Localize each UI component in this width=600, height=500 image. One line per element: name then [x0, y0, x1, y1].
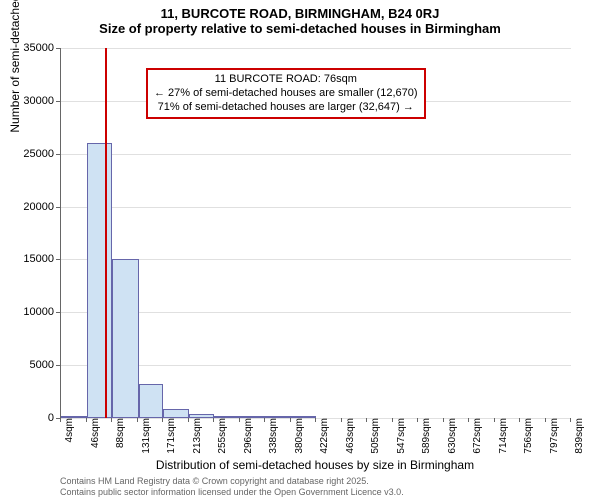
x-tick-label: 4sqm	[64, 418, 75, 458]
y-tick-label: 0	[14, 412, 54, 424]
y-tick-label: 35000	[14, 42, 54, 54]
y-tick-mark	[56, 101, 60, 102]
x-tick-label: 839sqm	[574, 418, 585, 458]
x-tick-label: 213sqm	[192, 418, 203, 458]
annotation-line3: 71% of semi-detached houses are larger (…	[154, 101, 418, 115]
y-axis-label: Number of semi-detached properties	[8, 0, 22, 133]
x-tick-mark	[468, 418, 469, 422]
x-tick-mark	[188, 418, 189, 422]
x-tick-mark	[264, 418, 265, 422]
x-tick-mark	[494, 418, 495, 422]
x-tick-mark	[545, 418, 546, 422]
x-tick-mark	[290, 418, 291, 422]
x-tick-mark	[239, 418, 240, 422]
y-tick-mark	[56, 312, 60, 313]
histogram-bar	[139, 384, 163, 418]
histogram-bar	[112, 259, 138, 418]
footer-line2: Contains public sector information licen…	[60, 487, 404, 498]
x-tick-label: 422sqm	[319, 418, 330, 458]
x-tick-mark	[137, 418, 138, 422]
gridline	[61, 48, 571, 49]
gridline	[61, 207, 571, 208]
gridline	[61, 154, 571, 155]
x-tick-mark	[315, 418, 316, 422]
x-tick-mark	[417, 418, 418, 422]
x-tick-mark	[60, 418, 61, 422]
x-tick-label: 505sqm	[370, 418, 381, 458]
x-tick-label: 131sqm	[141, 418, 152, 458]
x-tick-label: 296sqm	[243, 418, 254, 458]
x-tick-mark	[366, 418, 367, 422]
y-tick-label: 25000	[14, 148, 54, 160]
x-tick-mark	[86, 418, 87, 422]
marker-line	[105, 48, 107, 418]
x-tick-mark	[111, 418, 112, 422]
x-tick-mark	[341, 418, 342, 422]
y-tick-mark	[56, 154, 60, 155]
x-tick-label: 547sqm	[396, 418, 407, 458]
annotation-line2: ← 27% of semi-detached houses are smalle…	[154, 87, 418, 101]
y-tick-label: 5000	[14, 359, 54, 371]
x-tick-label: 46sqm	[90, 418, 101, 458]
x-tick-label: 463sqm	[345, 418, 356, 458]
x-tick-label: 797sqm	[549, 418, 560, 458]
x-tick-label: 589sqm	[421, 418, 432, 458]
y-tick-label: 15000	[14, 253, 54, 265]
x-tick-mark	[162, 418, 163, 422]
y-tick-label: 20000	[14, 201, 54, 213]
x-tick-label: 338sqm	[268, 418, 279, 458]
y-tick-mark	[56, 48, 60, 49]
y-tick-mark	[56, 259, 60, 260]
y-tick-label: 10000	[14, 306, 54, 318]
y-tick-label: 30000	[14, 95, 54, 107]
x-tick-label: 255sqm	[217, 418, 228, 458]
chart-container: 11, BURCOTE ROAD, BIRMINGHAM, B24 0RJ Si…	[0, 0, 600, 500]
x-tick-label: 714sqm	[498, 418, 509, 458]
x-tick-label: 630sqm	[447, 418, 458, 458]
plot-area: 11 BURCOTE ROAD: 76sqm← 27% of semi-deta…	[60, 48, 571, 419]
x-tick-mark	[443, 418, 444, 422]
footer-line1: Contains HM Land Registry data © Crown c…	[60, 476, 404, 487]
x-tick-label: 171sqm	[166, 418, 177, 458]
chart-title-line1: 11, BURCOTE ROAD, BIRMINGHAM, B24 0RJ	[0, 0, 600, 21]
x-tick-mark	[213, 418, 214, 422]
annotation-box: 11 BURCOTE ROAD: 76sqm← 27% of semi-deta…	[146, 68, 426, 119]
footer-text: Contains HM Land Registry data © Crown c…	[60, 476, 404, 498]
chart-title-line2: Size of property relative to semi-detach…	[0, 21, 600, 40]
y-tick-mark	[56, 365, 60, 366]
annotation-line1: 11 BURCOTE ROAD: 76sqm	[154, 73, 418, 87]
x-tick-label: 756sqm	[523, 418, 534, 458]
x-tick-mark	[392, 418, 393, 422]
x-tick-label: 88sqm	[115, 418, 126, 458]
x-tick-label: 672sqm	[472, 418, 483, 458]
y-tick-mark	[56, 207, 60, 208]
x-tick-mark	[570, 418, 571, 422]
x-tick-mark	[519, 418, 520, 422]
histogram-bar	[163, 409, 189, 419]
x-axis-label: Distribution of semi-detached houses by …	[60, 458, 570, 472]
x-tick-label: 380sqm	[294, 418, 305, 458]
histogram-bar	[87, 143, 113, 418]
gridline	[61, 418, 571, 419]
